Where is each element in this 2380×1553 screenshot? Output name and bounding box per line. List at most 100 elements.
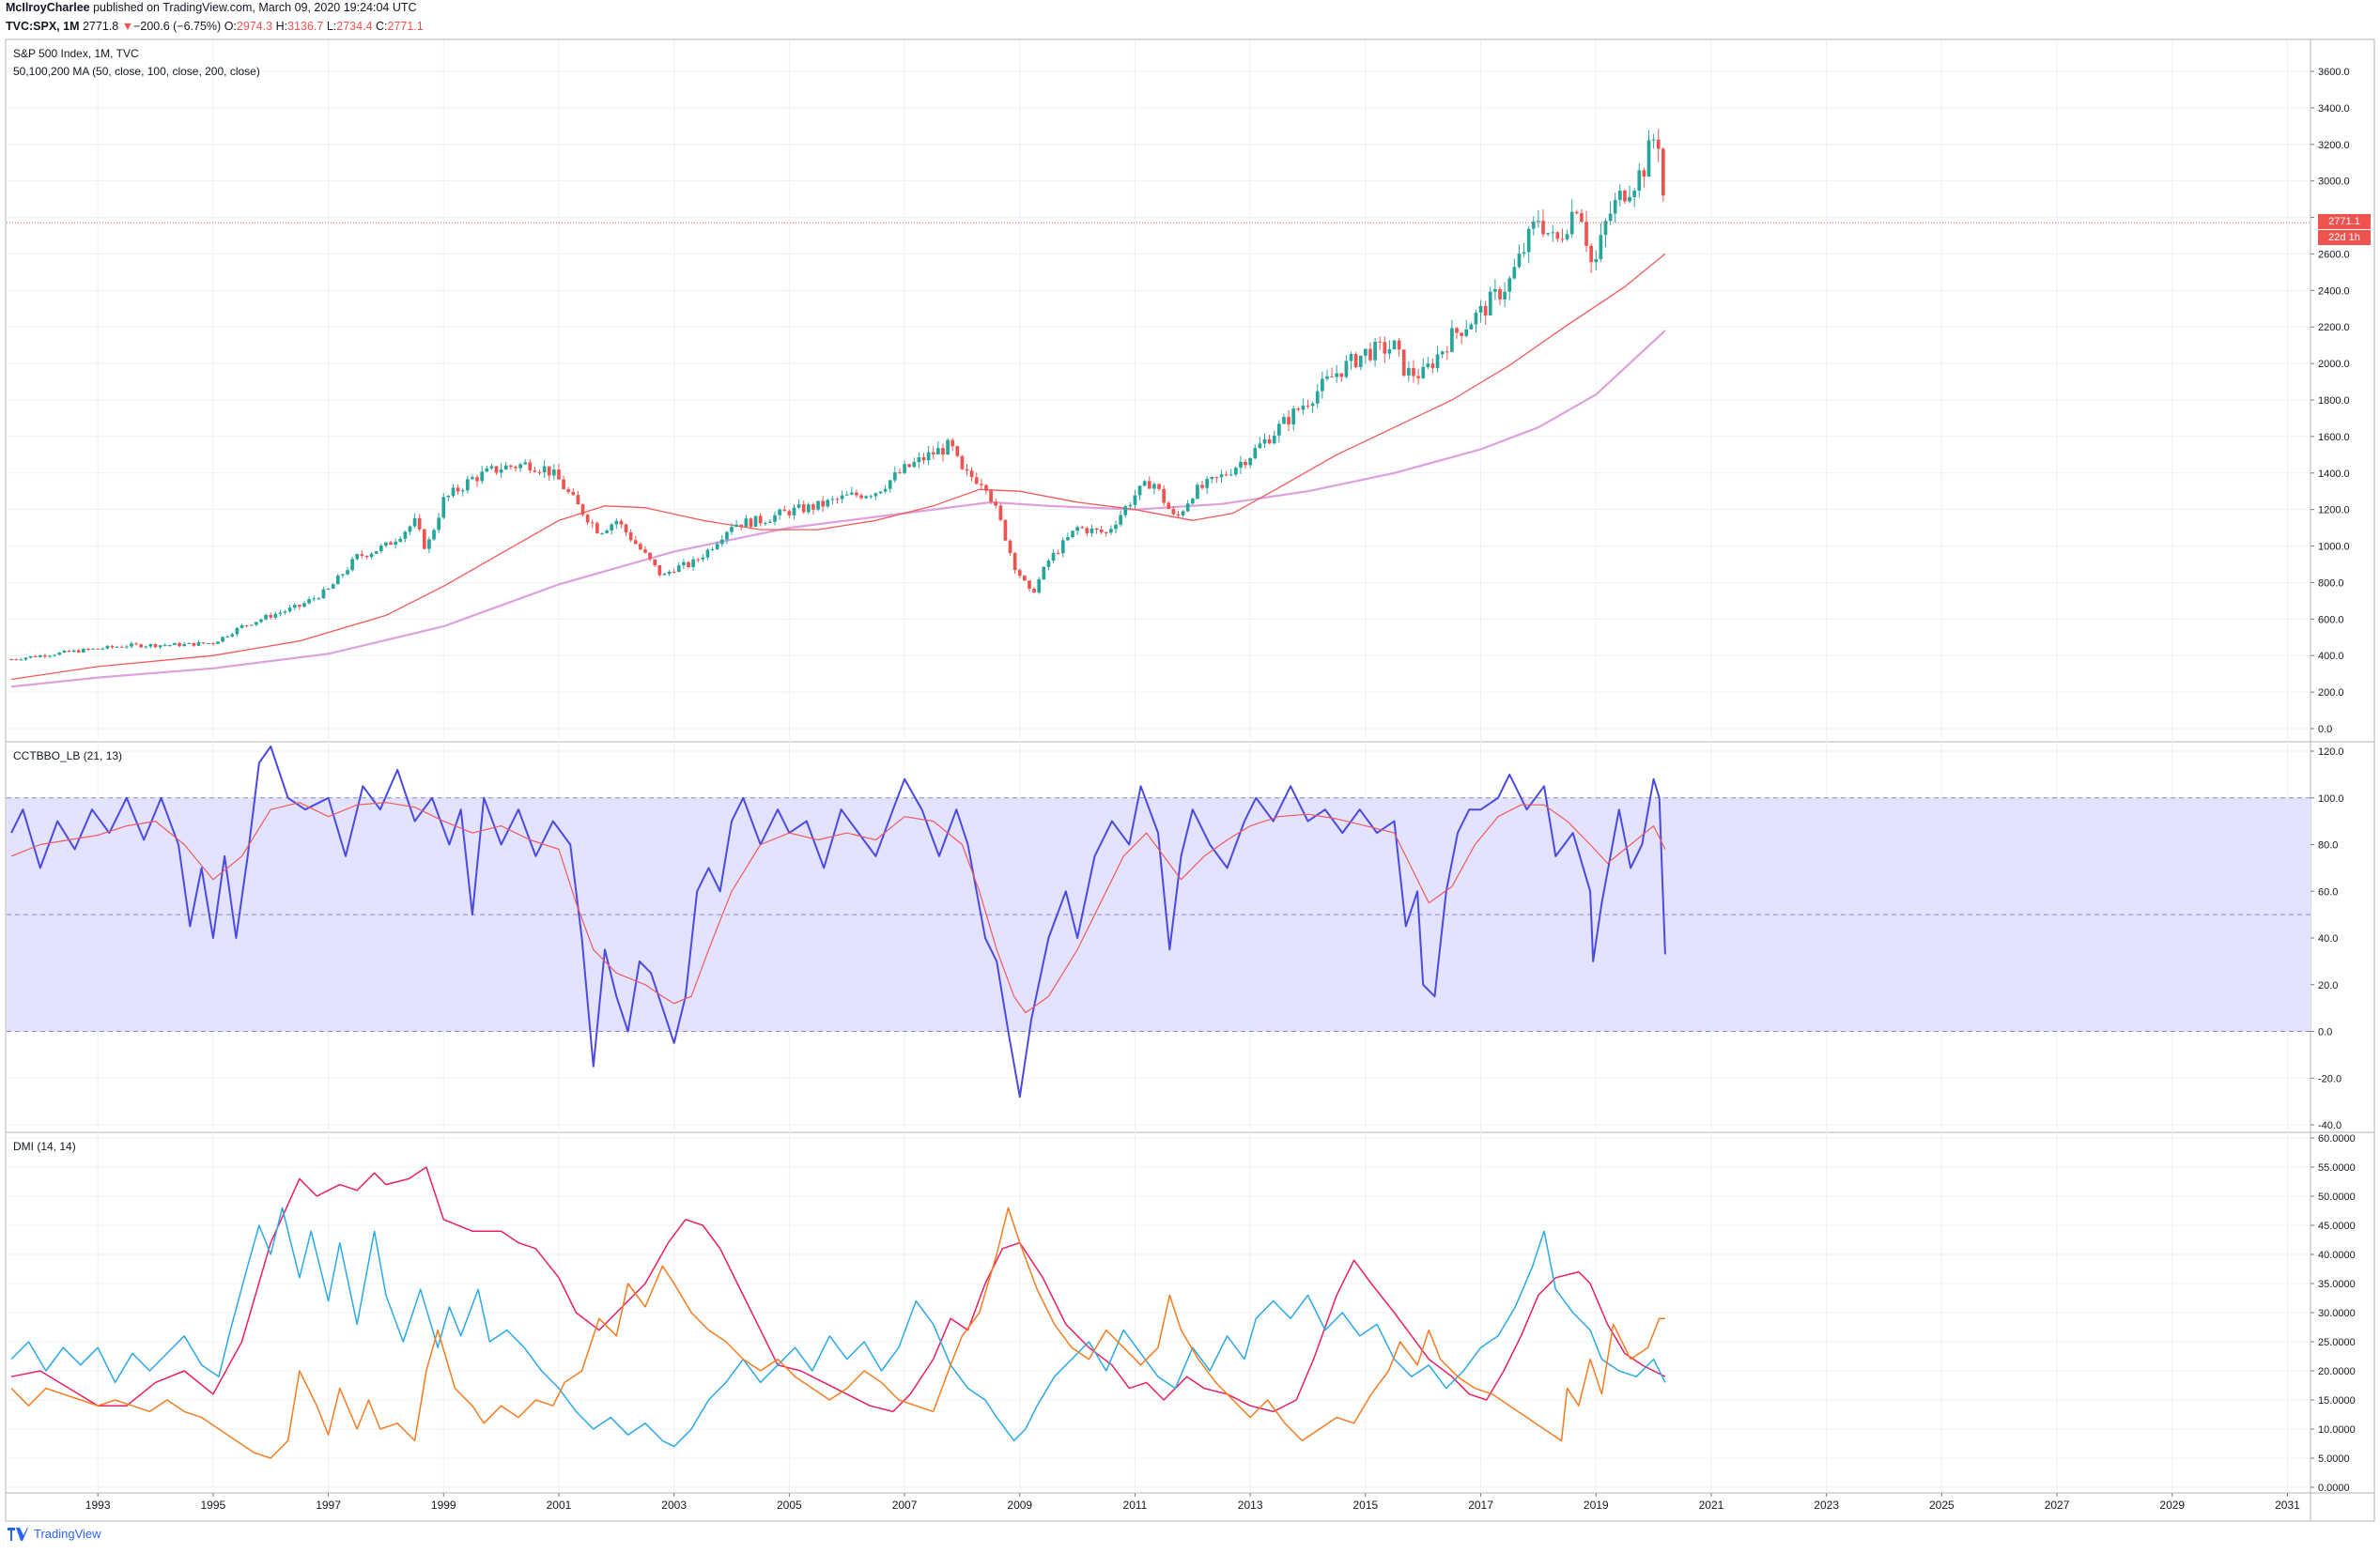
time-tick-label: 2011 <box>1123 1499 1148 1512</box>
candle-body <box>81 649 85 653</box>
candle-body <box>566 489 571 492</box>
candle-body <box>1560 238 1565 240</box>
candle-body <box>639 544 642 550</box>
candle-body <box>672 571 676 573</box>
candle-body <box>1599 235 1603 259</box>
candle-body <box>1364 348 1368 356</box>
chart-frame <box>5 38 2375 1522</box>
dmi-axis-label: 50.0000 <box>2318 1192 2356 1203</box>
candle-body <box>1421 366 1426 378</box>
high-value: 3136.7 <box>287 20 324 33</box>
candle-body <box>1037 579 1042 593</box>
price-axis-label: 0.0 <box>2318 724 2332 735</box>
candle-body <box>787 511 792 515</box>
time-tick-label: 2031 <box>2275 1499 2300 1512</box>
candle-body <box>1114 524 1118 530</box>
candle-body <box>1119 515 1122 525</box>
candle-body <box>1651 139 1656 141</box>
candle-body <box>523 462 528 465</box>
candle-body <box>864 496 869 499</box>
time-tick-label: 1999 <box>431 1499 456 1512</box>
high-label: H: <box>275 20 288 33</box>
candle-body <box>43 654 47 657</box>
candle-body <box>1646 140 1651 177</box>
candle-body <box>350 559 354 571</box>
candle-body <box>758 515 763 524</box>
candle-body <box>1373 341 1377 361</box>
price-axis-label: 2200.0 <box>2318 322 2350 333</box>
price-axis-label: 3000.0 <box>2318 177 2350 188</box>
candle-body <box>1239 461 1243 469</box>
change-arrow-icon: ▼ <box>121 20 134 33</box>
candle-body <box>628 532 633 541</box>
candle-body <box>1162 488 1166 503</box>
candle-body <box>1023 576 1027 581</box>
candle-body <box>826 500 830 507</box>
candle-body <box>1656 139 1661 149</box>
candle-body <box>648 552 652 560</box>
time-tick-label: 2009 <box>1007 1499 1032 1512</box>
candle-body <box>326 588 331 590</box>
candle-body <box>1339 373 1344 377</box>
candle-body <box>1551 232 1555 234</box>
candle-body <box>1637 170 1642 192</box>
candle-body <box>1017 570 1022 577</box>
candle-body <box>1642 170 1646 177</box>
candle-body <box>1306 406 1310 407</box>
osc-pane-title: CCTBBO_LB (21, 13) <box>13 749 123 762</box>
symbol-label[interactable]: TVC:SPX, 1M <box>6 20 80 33</box>
osc-axis-label: -40.0 <box>2318 1120 2341 1131</box>
candle-body <box>667 571 672 575</box>
candle-body <box>1450 328 1454 352</box>
publisher-name[interactable]: McIlroyCharlee <box>6 1 90 14</box>
candle-body <box>830 499 835 500</box>
candle-body <box>1416 376 1420 378</box>
candle-body <box>782 509 787 512</box>
candle-body <box>989 490 993 502</box>
candle-body <box>307 599 311 604</box>
osc-axis-label: 120.0 <box>2318 746 2344 758</box>
candle-body <box>984 484 988 491</box>
candle-body <box>907 464 912 468</box>
candle-body <box>1617 191 1622 200</box>
candle-body <box>485 468 489 472</box>
candle-body <box>264 614 268 620</box>
candle-body <box>537 471 542 473</box>
candle-body <box>1137 485 1142 496</box>
candle-body <box>211 642 215 644</box>
candle-body <box>687 561 690 568</box>
candle-body <box>576 495 580 505</box>
candle-body <box>355 554 360 560</box>
candle-body <box>917 457 921 463</box>
time-tick-label: 1997 <box>316 1499 341 1512</box>
candle-body <box>1219 474 1224 478</box>
candle-body <box>710 548 715 550</box>
candle-body <box>115 646 119 648</box>
candle-body <box>456 487 460 492</box>
candle-body <box>965 469 969 471</box>
candle-body <box>1028 580 1031 589</box>
candle-body <box>1335 373 1339 377</box>
candle-body <box>369 553 374 558</box>
candle-body <box>533 470 537 472</box>
candle-body <box>182 643 187 647</box>
candle-body <box>1321 378 1324 392</box>
candle-body <box>14 659 19 661</box>
candle-body <box>514 467 518 469</box>
candle-body <box>105 645 110 649</box>
candle-body <box>725 531 729 540</box>
candle-body <box>28 655 33 658</box>
candle-body <box>1233 468 1238 475</box>
candle-body <box>192 642 196 646</box>
candle-body <box>23 657 28 660</box>
candle-body <box>451 487 456 497</box>
candle-body <box>1185 503 1190 512</box>
candle-body <box>1483 305 1488 316</box>
candle-body <box>1142 481 1147 486</box>
candle-body <box>1258 443 1262 449</box>
tradingview-logo[interactable]: TradingView <box>8 1527 101 1541</box>
candle-body <box>921 457 926 461</box>
candle-body <box>465 479 470 491</box>
candle-body <box>1042 566 1046 580</box>
